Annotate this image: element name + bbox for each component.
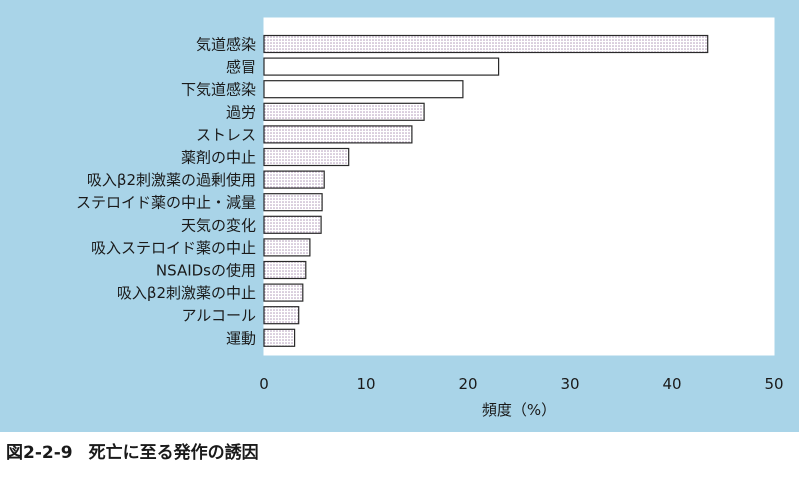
- bar: [263, 283, 304, 302]
- bar: [263, 57, 500, 76]
- bar-chart: 気道感染感冒下気道感染過労ストレス薬剤の中止吸入β2刺激薬の過剰使用ステロイド薬…: [76, 17, 784, 419]
- category-label: ストレス: [196, 126, 256, 144]
- category-label: 薬剤の中止: [181, 149, 256, 167]
- category-label: 運動: [226, 329, 256, 347]
- category-label: 吸入β2刺激薬の過剰使用: [87, 171, 256, 189]
- caption-bar: [0, 432, 799, 478]
- category-label: ステロイド薬の中止・減量: [76, 194, 256, 212]
- category-label: アルコール: [181, 307, 256, 325]
- bar: [263, 170, 325, 189]
- bar: [263, 125, 413, 144]
- x-tick-label: 50: [764, 375, 783, 393]
- category-label: 吸入β2刺激薬の中止: [117, 284, 256, 302]
- x-tick-label: 0: [259, 375, 269, 393]
- category-label: 吸入ステロイド薬の中止: [91, 239, 256, 257]
- category-label: 天気の変化: [181, 216, 256, 234]
- figure-caption: 図2-2-9 死亡に至る発作の誘因: [6, 438, 259, 463]
- bar: [263, 102, 425, 121]
- bar: [263, 147, 350, 167]
- figure-number: 図2-2-9: [6, 443, 73, 463]
- bar: [263, 34, 709, 54]
- category-label: 過労: [226, 103, 256, 121]
- x-axis-label: 頻度（%）: [482, 401, 556, 419]
- bar: [263, 306, 300, 325]
- category-label: 下気道感染: [181, 81, 256, 99]
- x-tick-label: 40: [662, 375, 681, 393]
- category-label: 気道感染: [196, 36, 256, 54]
- bar: [263, 260, 307, 280]
- bar: [263, 328, 296, 347]
- bar: [263, 215, 322, 234]
- bar: [263, 193, 323, 212]
- bar: [263, 80, 464, 99]
- bar: [263, 238, 311, 257]
- x-tick-label: 10: [356, 375, 375, 393]
- x-tick-label: 30: [560, 375, 579, 393]
- category-label: 感冒: [226, 58, 256, 76]
- x-tick-label: 20: [458, 375, 477, 393]
- category-label: NSAIDsの使用: [156, 262, 256, 280]
- figure-title: 死亡に至る発作の誘因: [88, 443, 259, 463]
